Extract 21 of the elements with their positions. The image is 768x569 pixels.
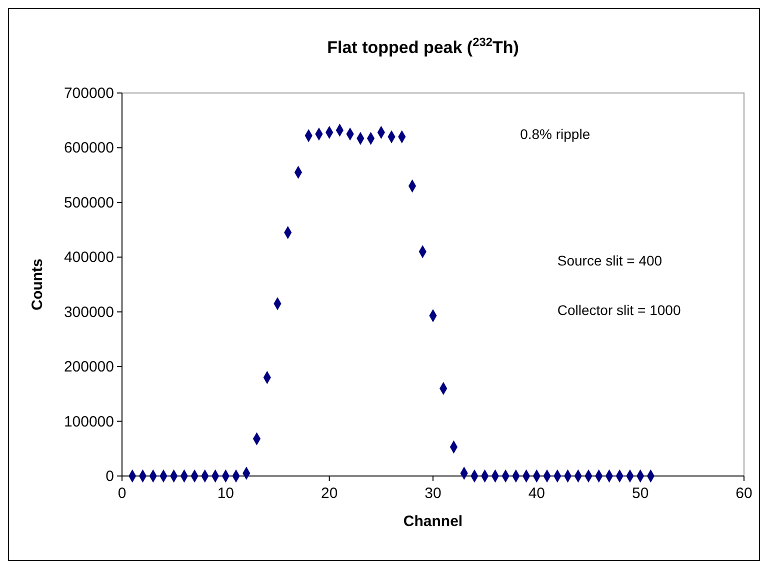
y-tick-label: 200000 (64, 358, 114, 376)
chart-title: Flat topped peak ($^{232}$Th) (327, 35, 519, 57)
annotation: Source slit = 400 (557, 252, 662, 268)
x-tick-label: 0 (118, 485, 126, 502)
annotation: Collector slit = 1000 (557, 302, 681, 318)
y-tick-label: 100000 (64, 413, 114, 430)
y-tick-label: 300000 (64, 304, 114, 321)
x-tick-label: 10 (217, 485, 234, 502)
x-tick-label: 60 (736, 485, 752, 502)
y-tick-label: 0 (106, 468, 114, 485)
x-axis-title: Channel (403, 513, 463, 530)
y-tick-label: 400000 (64, 249, 114, 266)
x-tick-label: 30 (424, 485, 442, 502)
y-axis-title: Counts (29, 258, 46, 310)
x-tick-label: 50 (632, 485, 649, 502)
x-tick-label: 20 (320, 485, 338, 502)
y-tick-label: 600000 (64, 140, 114, 157)
x-tick-label: 40 (528, 485, 546, 502)
y-tick-label: 500000 (64, 194, 114, 212)
annotation: 0.8% ripple (520, 126, 590, 142)
y-tick-label: 700000 (64, 85, 114, 102)
